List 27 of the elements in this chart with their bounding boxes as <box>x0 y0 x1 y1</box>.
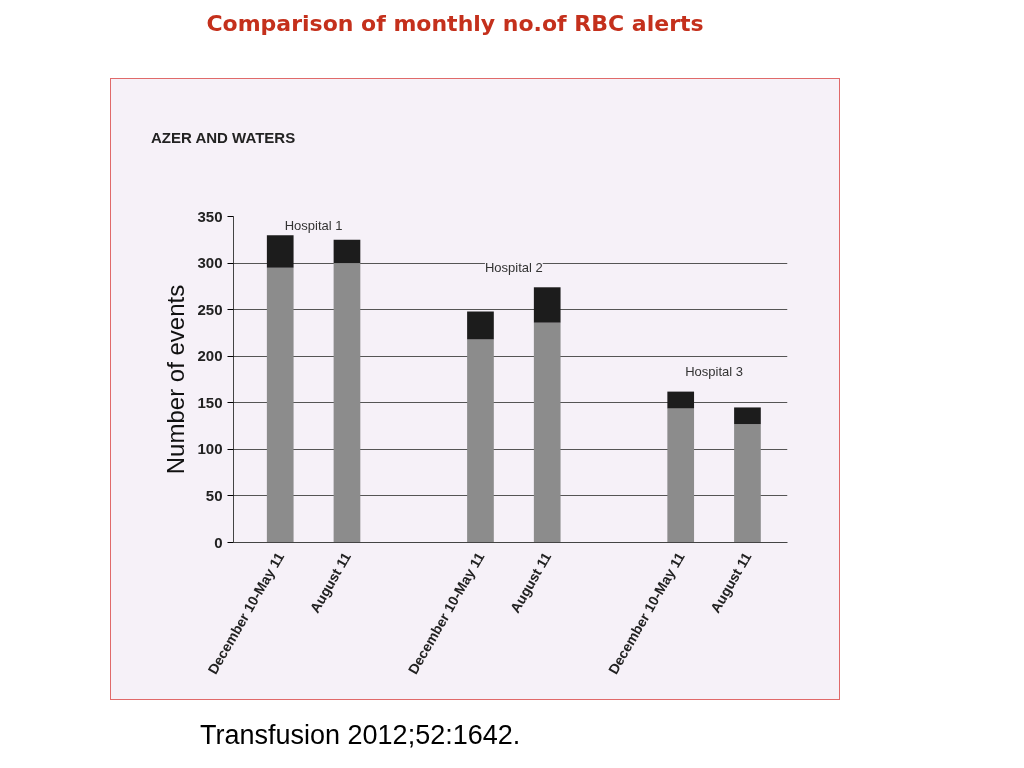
annotation: Hospital 3 <box>685 364 743 380</box>
y-tick-label: 200 <box>197 347 223 365</box>
y-tick-label: 300 <box>197 254 223 272</box>
bar <box>667 391 695 409</box>
bar <box>667 408 695 543</box>
bar <box>266 235 294 268</box>
y-tick-label: 0 <box>214 533 223 551</box>
y-axis-title: Number of events <box>162 284 190 475</box>
chart-title: Comparison of monthly no.of RBC alerts <box>206 10 704 38</box>
bar <box>333 263 361 543</box>
y-tick-label: 150 <box>197 393 223 411</box>
bar <box>467 339 494 543</box>
y-tick-label: 100 <box>197 440 223 458</box>
bar <box>333 239 361 264</box>
text: Transfusion 2012;52:1642. <box>200 719 521 752</box>
y-tick-label: 250 <box>197 300 223 318</box>
bar <box>533 322 561 543</box>
bar <box>734 407 761 425</box>
text: AZER AND WATERS <box>151 128 296 148</box>
bar <box>734 424 761 543</box>
y-tick-label: 50 <box>205 486 223 504</box>
annotation: Hospital 2 <box>484 259 543 275</box>
y-tick-label: 350 <box>197 207 223 225</box>
bar <box>533 287 561 323</box>
bar <box>266 267 294 543</box>
annotation: Hospital 1 <box>284 218 343 233</box>
bar <box>467 311 494 340</box>
